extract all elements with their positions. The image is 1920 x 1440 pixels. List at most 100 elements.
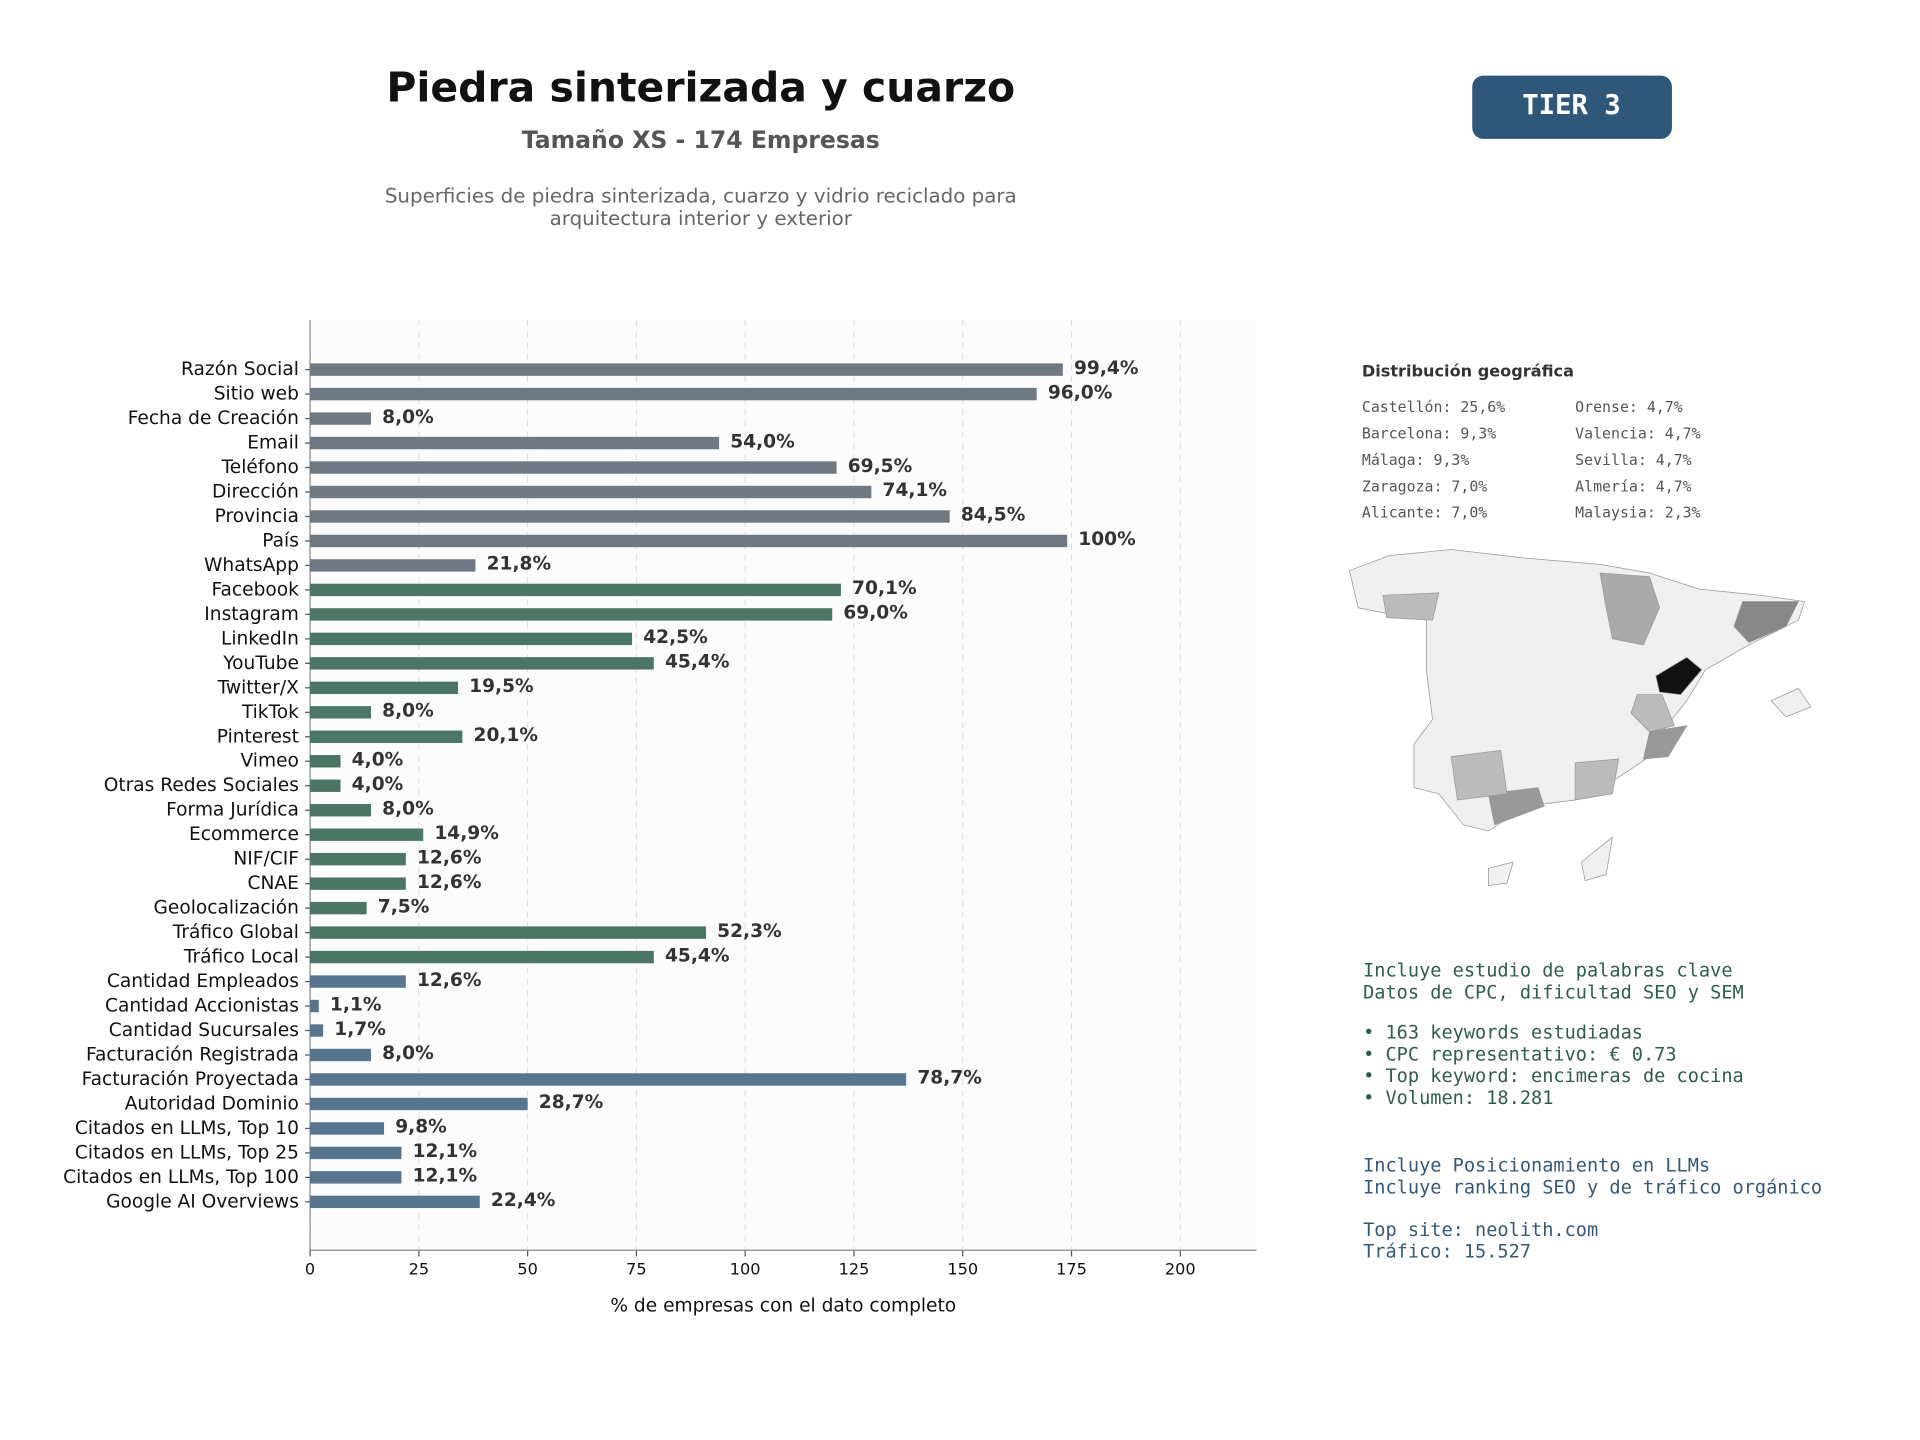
value-label: 69,5% [848,456,913,477]
description: Superficies de piedra sinterizada, cuarz… [385,185,1017,208]
bar [310,412,371,425]
geo-item: Castellón: 25,6% [1362,398,1505,416]
value-label: 12,1% [413,1166,478,1187]
map-island [1488,861,1514,887]
value-label: 12,6% [417,872,482,893]
y-tick-label: Tráfico Global [172,922,299,943]
bar [310,852,406,866]
value-label: 28,7% [539,1092,604,1113]
map [1349,549,1812,887]
value-label: 78,7% [917,1068,982,1089]
x-tick-label: 100 [730,1260,761,1279]
x-tick-label: 175 [1056,1260,1087,1279]
bar [310,1097,528,1111]
bar [310,559,476,572]
value-label: 1,7% [334,1019,386,1040]
bar [310,1195,480,1209]
bar [310,828,424,841]
value-label: 12,6% [417,847,482,868]
bar [310,534,1068,548]
bar [310,950,654,964]
bar [310,1122,385,1135]
bar [310,706,371,719]
y-tick-label: Email [247,433,299,454]
map-province [1599,572,1660,646]
y-tick-label: Otras Redes Sociales [104,775,299,796]
geo-item: Málaga: 9,3% [1362,451,1470,469]
map-province [1487,787,1545,826]
x-tick-label: 0 [305,1260,315,1279]
bar [310,926,707,939]
value-label: 12,6% [417,970,482,991]
info-line: Top site: neolith.com [1363,1220,1598,1241]
y-tick-label: Vimeo [241,751,299,772]
y-tick-label: TikTok [241,702,299,723]
x-tick-label: 125 [839,1260,870,1279]
y-tick-label: Cantidad Empleados [107,971,299,992]
bar [310,999,319,1013]
info-line: • Volumen: 18.281 [1363,1088,1553,1109]
geo-item: Zaragoza: 7,0% [1362,477,1487,495]
geo-item: Valencia: 4,7% [1575,424,1700,442]
y-tick-label: Facebook [212,579,300,600]
y-tick-label: Citados en LLMs, Top 10 [75,1118,299,1139]
value-label: 12,1% [413,1141,478,1162]
y-tick-label: YouTube [222,653,299,674]
geo-item: Almería: 4,7% [1575,477,1691,495]
y-tick-label: LinkedIn [221,628,299,649]
value-label: 45,4% [665,945,730,966]
value-label: 4,0% [352,750,404,771]
bar [310,1048,371,1062]
bar [310,632,633,646]
info-line: Tráfico: 15.527 [1363,1242,1531,1263]
plot-area [310,320,1257,1251]
info-line: Incluye ranking SEO y de tráfico orgánic… [1363,1178,1822,1199]
info-line: • CPC representativo: € 0.73 [1363,1044,1676,1065]
y-tick-label: Google AI Overviews [106,1191,299,1212]
bar [310,1024,324,1037]
value-label: 100% [1078,529,1136,550]
y-tick-label: Fecha de Creación [128,408,299,429]
y-tick-label: Sitio web [214,384,299,405]
value-label: 8,0% [382,701,434,722]
bar [310,1171,402,1184]
map-island [1770,687,1812,718]
geo-item: Malaysia: 2,3% [1575,504,1700,522]
y-tick-label: CNAE [248,873,299,894]
map-island [1580,836,1613,882]
geo-item: Alicante: 7,0% [1362,504,1487,522]
map-province [1733,601,1800,643]
bar [310,363,1063,376]
value-label: 9,8% [395,1117,447,1138]
info-line: • 163 keywords estudiadas [1363,1023,1643,1044]
bar [310,510,950,523]
map-province [1450,749,1508,801]
value-label: 20,1% [474,725,539,746]
value-label: 7,5% [378,896,430,917]
x-tick-label: 200 [1165,1260,1196,1279]
info-line: Incluye Posicionamiento en LLMs [1363,1155,1710,1176]
y-tick-label: Ecommerce [189,824,299,845]
value-label: 96,0% [1048,382,1113,403]
value-label: 21,8% [487,554,552,575]
y-tick-label: Teléfono [221,457,299,478]
y-tick-label: Pinterest [217,726,299,747]
y-tick-label: Dirección [212,482,299,503]
x-tick-label: 50 [517,1260,538,1279]
badge [1472,75,1672,139]
bar [310,901,367,915]
info-line: • Top keyword: encimeras de cocina [1363,1066,1744,1087]
value-label: 42,5% [643,627,708,648]
bar [310,436,720,450]
x-tick-label: 25 [409,1260,430,1279]
value-label: 14,9% [434,823,499,844]
map-province [1574,758,1620,801]
info-line: Incluye estudio de palabras clave [1363,961,1732,982]
bar [310,461,837,474]
bar [310,877,406,890]
value-label: 84,5% [961,505,1026,526]
value-label: 8,0% [382,1043,434,1064]
y-tick-label: Autoridad Dominio [125,1093,299,1114]
value-label: 99,4% [1074,358,1139,379]
bar [310,1073,907,1086]
